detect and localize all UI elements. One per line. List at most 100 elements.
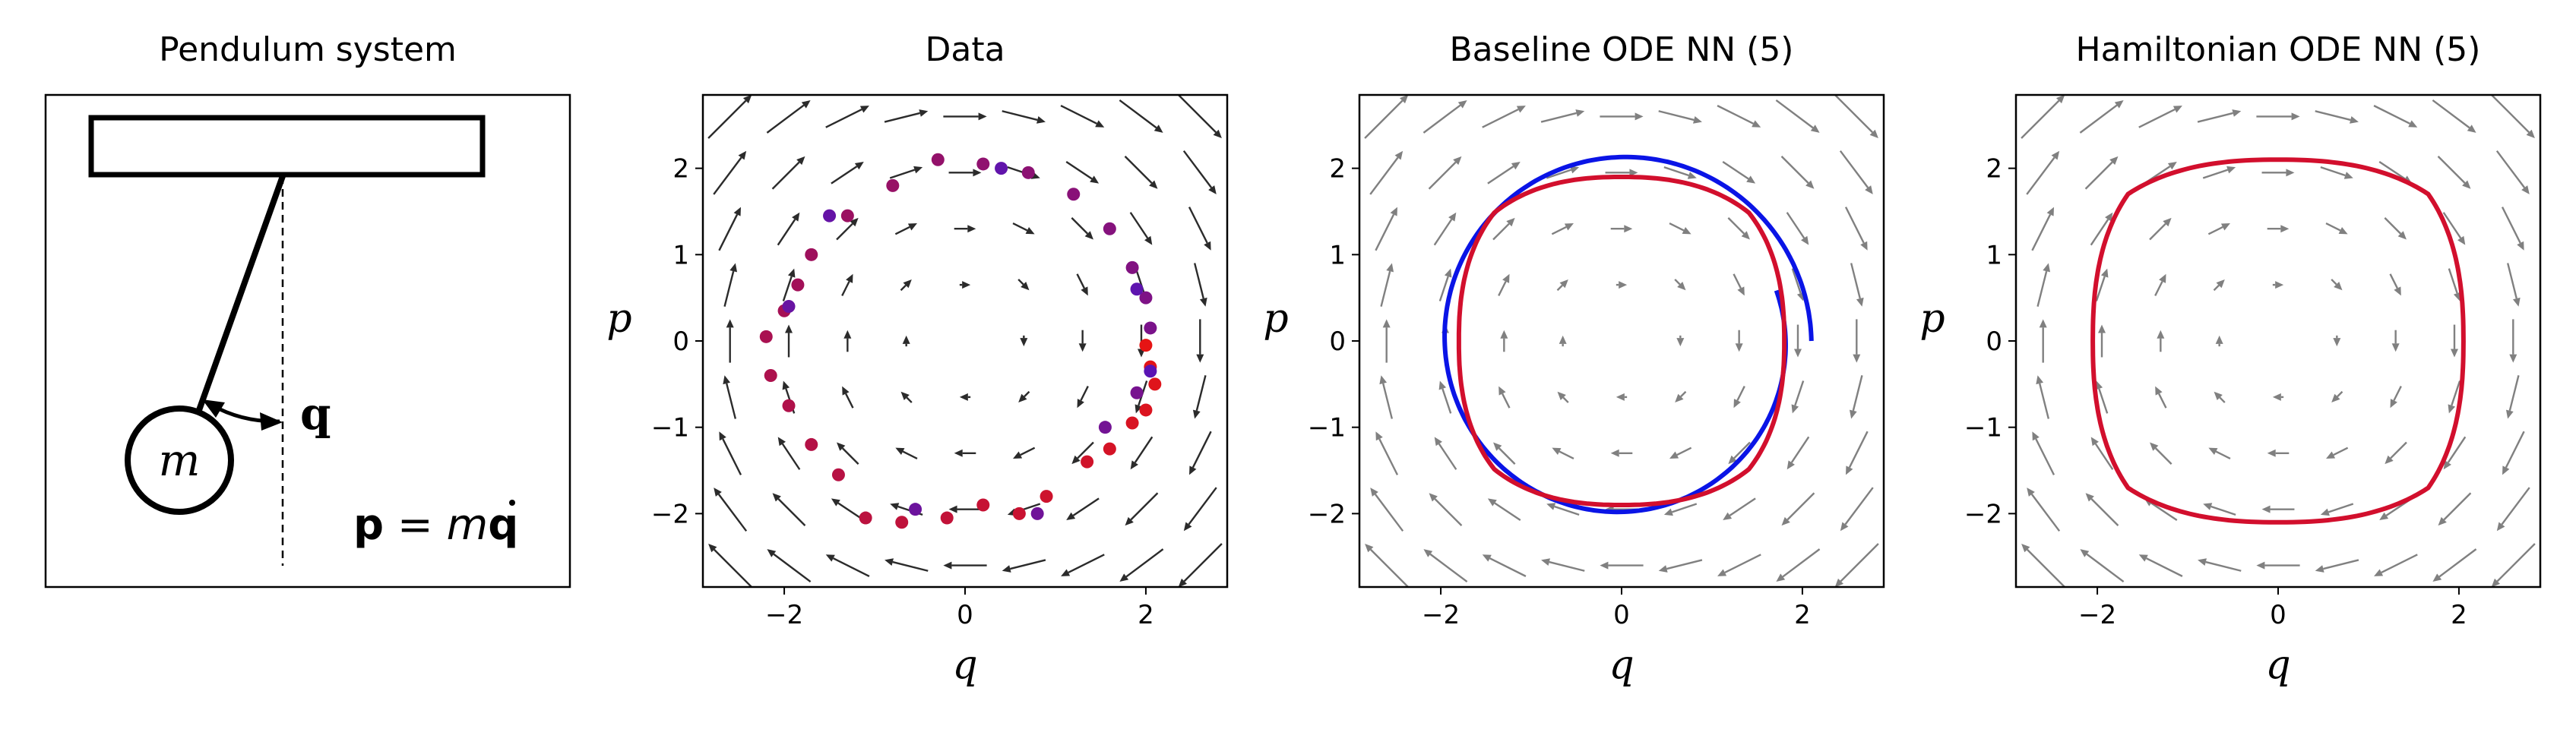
field-arrow [845,393,854,409]
data-point [840,209,854,222]
data-point [1030,507,1044,520]
field-arrowhead [723,375,731,385]
field-arrowhead [2157,330,2165,339]
field-arrowhead [2457,235,2466,245]
field-arrowhead [2032,431,2040,441]
angle-label: q [300,388,331,440]
field-arrowhead [859,106,869,113]
field-arrow [2210,505,2236,516]
field-arrow [1834,95,1873,134]
field-arrowhead [1500,330,1508,339]
field-arrow [1663,166,1689,177]
vector-field [2021,95,2536,587]
field-arrowhead [1869,129,1878,139]
field-arrow [1786,212,1805,239]
field-arrowhead [2326,451,2336,459]
field-arrowhead [2098,324,2106,333]
field-arrow [777,219,796,246]
field-arrow [2098,388,2109,414]
field-arrowhead [1856,297,1864,307]
field-arrowhead [2350,116,2359,124]
field-arrowhead [1677,281,1686,291]
field-arrow [2036,270,2048,307]
field-arrow [2090,219,2109,246]
field-arrow [1844,207,1865,244]
field-arrowhead [2027,488,2035,497]
field-arrowhead [1444,268,1452,278]
field-arrow [1676,447,1692,456]
field-arrowhead [2286,169,2295,177]
field-arrowhead [2261,505,2271,513]
field-arrowhead [2046,207,2054,216]
y-tick-label: 1 [1329,240,1346,270]
field-arrowhead [2039,319,2047,328]
field-arrow [718,213,739,251]
data-point [782,399,796,412]
field-arrow [1433,219,1453,246]
field-arrow [1380,270,1391,307]
field-arrowhead [1682,226,1691,235]
field-arrowhead [1382,319,1391,328]
field-arrow [726,383,737,419]
field-arrow [1134,436,1154,463]
field-arrowhead [1379,375,1388,385]
field-arrow [723,270,735,307]
field-arrow [1068,554,1105,574]
field-arrowhead [2397,231,2407,240]
field-arrow [894,226,910,235]
pendulum-bob [125,406,234,515]
y-tick-label: 2 [1329,154,1346,185]
momentum-equation: p = mq [353,500,518,550]
field-arrowhead [2159,273,2166,283]
x-axis-label: q [952,642,977,688]
field-arrowhead [729,263,738,273]
field-arrow [836,222,853,241]
field-arrow [1546,169,1572,179]
field-arrowhead [1735,343,1743,352]
field-arrow [1428,161,1457,190]
field-arrowhead [825,554,835,562]
field-arrowhead [2509,354,2517,363]
field-arrow [1010,559,1046,570]
field-arrowhead [2275,281,2284,289]
field-arrow [1364,99,1404,139]
field-arrow [1060,105,1097,125]
field-arrow [1722,161,1749,180]
field-arrowhead [1552,447,1562,456]
data-point [782,300,796,314]
field-arrowhead [1036,116,1046,124]
field-arrowhead [1546,503,1556,510]
field-arrow [1790,436,1810,463]
field-arrow [722,438,742,475]
data-point [764,368,777,382]
field-arrow [2207,226,2223,235]
field-arrow [2202,169,2229,179]
field-arrowhead [1723,512,1733,520]
field-arrow [1559,450,1574,460]
momentum-equals: = [384,500,447,550]
field-arrowhead [2109,156,2119,166]
data-point [1103,222,1116,235]
field-arrow [1129,212,1149,239]
field-arrowhead [2448,404,2456,414]
field-arrow [2390,441,2407,459]
field-arrowhead [733,207,741,216]
data-point [1125,416,1139,430]
field-arrow [1540,112,1577,123]
field-arrowhead [846,273,853,283]
field-arrow [1791,268,1802,294]
field-arrow [1195,375,1207,412]
y-tick-label: −1 [1308,413,1346,443]
field-arrowhead [2491,578,2501,587]
field-arrowhead [903,279,912,289]
field-arrowhead [2114,99,2124,109]
field-arrowhead [1516,106,1526,113]
field-arrowhead [959,393,968,401]
field-arrowhead [2214,391,2223,401]
field-arrowhead [2450,349,2458,358]
field-arrowhead [2462,180,2471,189]
field-arrowhead [1487,498,1497,507]
data-point [791,278,805,292]
field-arrow [1717,105,1754,125]
field-arrowhead [2167,162,2177,170]
